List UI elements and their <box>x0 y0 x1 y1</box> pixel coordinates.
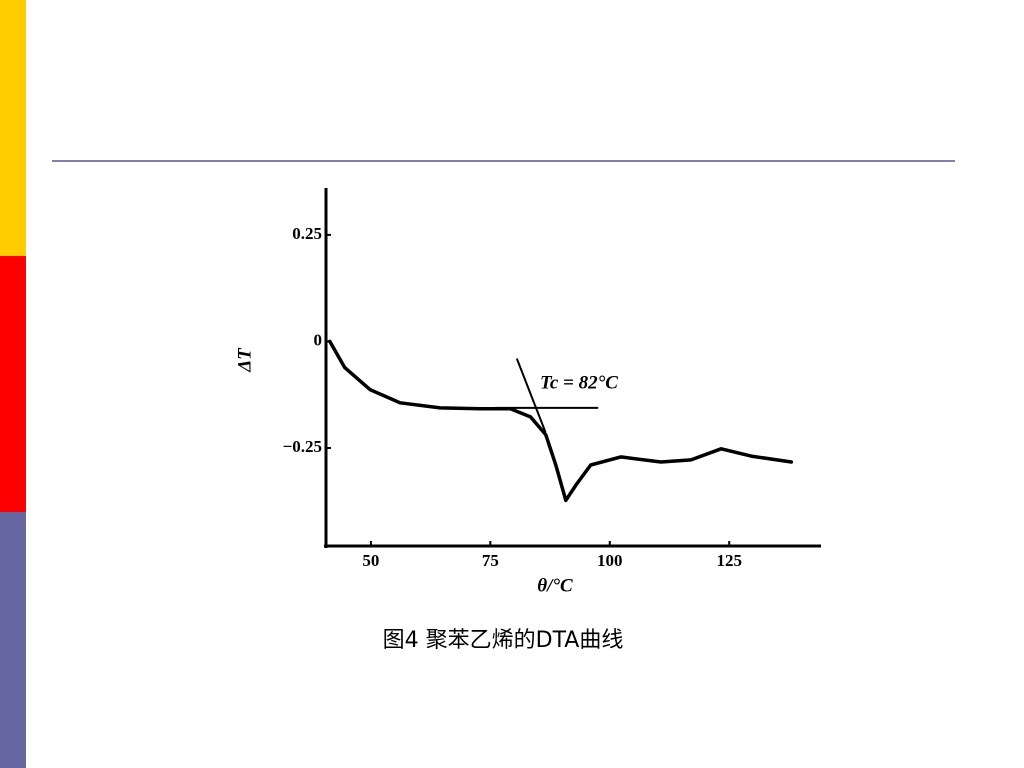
x-axis-label: θ/°C <box>537 575 573 596</box>
y-tick-label: 0 <box>314 330 323 349</box>
y-tick-label: −0.25 <box>283 437 322 456</box>
tangent-line <box>516 358 547 433</box>
y-tick-label: 0.25 <box>292 224 322 243</box>
x-tick-label: 50 <box>362 551 379 570</box>
dta-curve <box>328 339 794 503</box>
accent-bar <box>0 0 26 256</box>
annotation: Tc = 82°C <box>540 372 618 393</box>
x-tick-label: 100 <box>597 551 623 570</box>
x-tick-label: 75 <box>482 551 499 570</box>
y-axis-label: ΔT <box>234 347 255 373</box>
accent-bar <box>0 256 26 512</box>
accent-bar <box>0 512 26 768</box>
caption: 图4 聚苯乙烯的DTA曲线 <box>383 628 624 653</box>
x-tick-label: 125 <box>716 551 742 570</box>
